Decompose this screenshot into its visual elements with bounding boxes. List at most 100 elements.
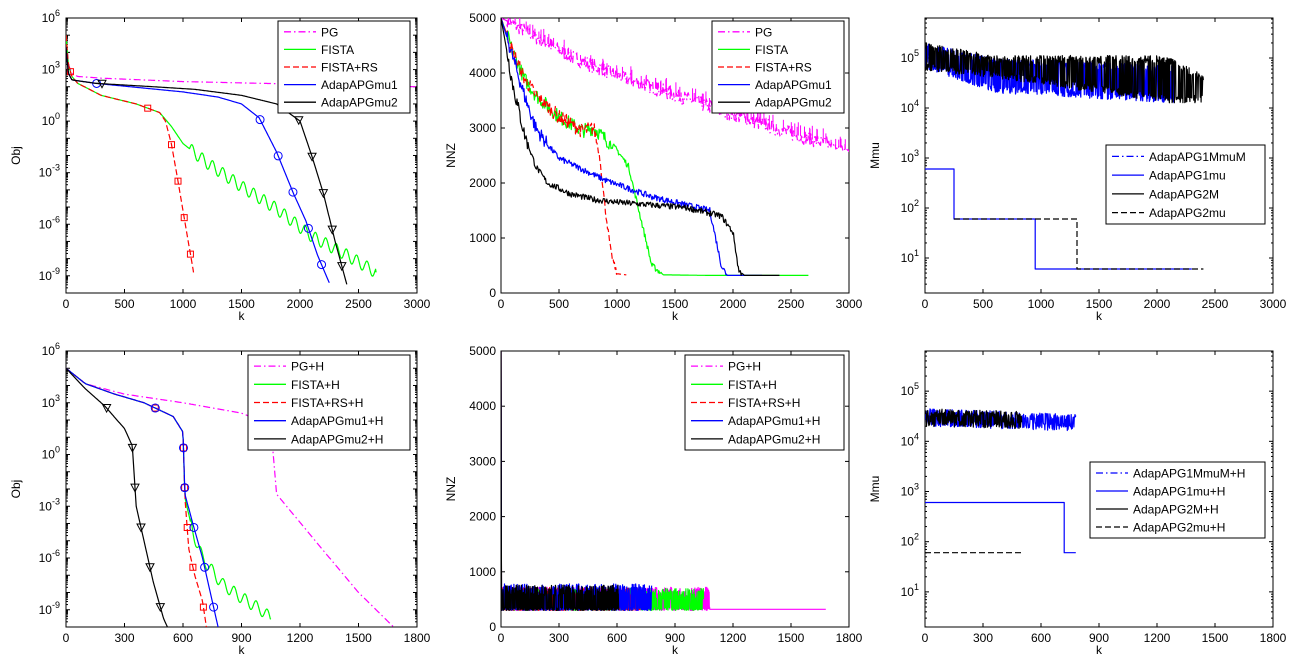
x-tick-label: 1000 [604,297,631,311]
legend-label: AdapAPG1MmuM [1149,150,1246,164]
series-marker [144,104,152,112]
y-tick-label: 101 [901,582,919,599]
series-PG+H [66,367,395,627]
y-tick-label: 104 [901,431,919,448]
series-line [501,18,762,276]
series-line [501,351,620,611]
series-AdapAPG1mu+H [925,501,1076,554]
y-tick-label: 103 [42,60,60,77]
x-tick-label: 2500 [1202,297,1229,311]
legend-label: AdapAPGmu1+H [728,414,820,428]
chart-obj-bottom: 0 300 600 900 1200 1500 1800 k 106 103 100 10-3 10-6… [9,341,431,657]
legend-box [1105,144,1266,225]
series-line [66,35,417,88]
x-tick-label: 3000 [836,297,863,311]
series-marker [199,603,207,611]
legend-label: PG+H [728,360,761,374]
y-axis-label: Mmu [868,142,882,169]
y-tick-label: 10-6 [39,214,60,231]
y-tick-label: 3000 [469,454,496,468]
x-tick-label: 0 [922,297,929,311]
plot-area [501,351,826,611]
series-marker [327,225,338,235]
x-axis-label: k [239,643,246,657]
series-marker [136,523,146,533]
x-tick-label: 500 [114,297,134,311]
y-tick-label: 3000 [469,121,496,135]
legend-label: AdapAPGmu2 [755,96,832,110]
y-tick-label: 5000 [469,344,496,358]
legend-box [711,20,845,114]
legend-label: AdapAPGmu2+H [291,432,383,446]
legend-label: AdapAPG2mu+H [1133,521,1225,535]
series-line [66,367,395,627]
x-axis-label: k [239,309,246,323]
legend: PG FISTA FISTA+RS AdapAPGmu1 AdapAPGmu2 [277,20,411,114]
x-tick-label: 1500 [662,297,689,311]
series-AdapAPGmu1+H [66,367,219,627]
legend-label: AdapAPG1mu+H [1133,485,1225,499]
y-tick-label: 103 [901,148,919,165]
legend-label: AdapAPG2mu [1149,206,1226,220]
y-tick-label: 102 [901,198,919,215]
x-tick-label: 2500 [345,297,372,311]
series-line [501,18,627,276]
legend-label: FISTA+H [728,378,777,392]
legend-label: FISTA+RS [755,61,812,75]
chart-mmu-bottom: 0 300 600 900 1200 1500 1800 k 101 102 103 104 105 Mm… [868,350,1287,657]
y-tick-label: 10-9 [39,266,60,283]
series-marker [145,563,155,573]
x-tick-label: 2000 [720,297,747,311]
plot-area [66,367,395,627]
plot-area [925,408,1077,554]
y-tick-label: 103 [42,393,60,410]
x-tick-label: 900 [1089,631,1109,645]
x-tick-label: 1000 [170,297,197,311]
series-AdapAPGmu2 [66,47,348,285]
y-tick-label: 10-6 [39,548,60,565]
x-tick-label: 1800 [1260,631,1287,645]
series-line [925,42,1204,104]
series-marker [209,602,219,612]
x-tick-label: 300 [114,631,134,645]
x-tick-label: 900 [231,631,251,645]
y-axis-label: Mmu [868,476,882,503]
x-tick-label: 0 [498,631,505,645]
series-marker [151,404,159,412]
legend: AdapAPG1MmuM+H AdapAPG1mu+H AdapAPG2M+H Ada… [1089,461,1266,539]
legend-label: AdapAPGmu2+H [728,432,820,446]
series-marker [180,483,190,493]
series-marker [168,141,176,149]
x-tick-label: 1500 [778,631,805,645]
legend-label: FISTA [321,43,354,57]
y-tick-label: 101 [901,248,919,265]
y-tick-label: 2000 [469,510,496,524]
legend-label: AdapAPGmu1 [755,78,832,92]
series-line [925,408,1023,429]
series-AdapAPGmu2+H [66,367,168,627]
x-tick-label: 1200 [1144,631,1171,645]
y-tick-label: 4000 [469,399,496,413]
x-tick-label: 600 [173,631,193,645]
x-tick-label: 1800 [404,631,431,645]
y-tick-label: 0 [489,620,496,634]
legend-label: AdapAPGmu1+H [291,414,383,428]
x-tick-label: 600 [607,631,627,645]
y-tick-label: 100 [42,445,60,462]
y-tick-label: 5000 [469,11,496,25]
y-tick-label: 0 [489,286,496,300]
series-line [501,18,780,276]
chart-obj-top: 0 500 1000 1500 2000 2500 3000 k 106 103 100 10-3 10… [9,8,431,323]
x-tick-label: 600 [1031,631,1051,645]
x-tick-label: 0 [63,631,70,645]
x-axis-label: k [1096,309,1103,323]
y-tick-label: 1000 [469,565,496,579]
series-marker [155,603,166,613]
y-tick-label: 2000 [469,176,496,190]
legend: PG FISTA FISTA+RS AdapAPGmu1 AdapAPGmu2 [711,20,845,114]
plot-area [925,42,1204,270]
legend-label: PG+H [291,360,324,374]
y-tick-label: 105 [901,381,919,398]
series-line [66,367,219,627]
x-tick-label: 500 [973,297,993,311]
